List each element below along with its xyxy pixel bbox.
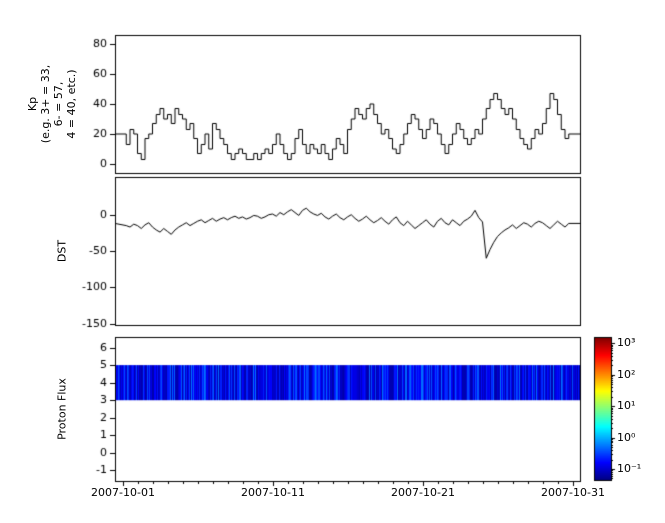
proton-flux-axis-label: Proton Flux	[55, 378, 69, 440]
colorbar-tick-label: 10³	[617, 336, 636, 349]
kp-axis-label-line: (e.g. 3+ = 33,	[39, 64, 52, 144]
kp-axis-label-line: 6- = 57,	[52, 81, 65, 127]
x-tick-label: 2007-10-01	[91, 486, 155, 499]
colorbar-tick-label: 10⁻¹	[617, 462, 642, 475]
kp-axis-label-line: Kp	[26, 96, 39, 112]
colorbar-tick-label: 10⁰	[617, 431, 636, 444]
x-tick-label: 2007-10-21	[391, 486, 455, 499]
x-tick-label: 2007-10-11	[241, 486, 305, 499]
colorbar-tick-label: 10¹	[617, 399, 636, 412]
kp-axis-label: Kp (e.g. 3+ = 33, 6- = 57, 4 = 40, etc.)	[26, 65, 78, 143]
kp-axis-label-line: 4 = 40, etc.)	[65, 69, 78, 139]
dst-axis-label: DST	[55, 239, 69, 263]
x-tick-label: 2007-10-31	[541, 486, 605, 499]
colorbar-tick-label: 10²	[617, 368, 636, 381]
